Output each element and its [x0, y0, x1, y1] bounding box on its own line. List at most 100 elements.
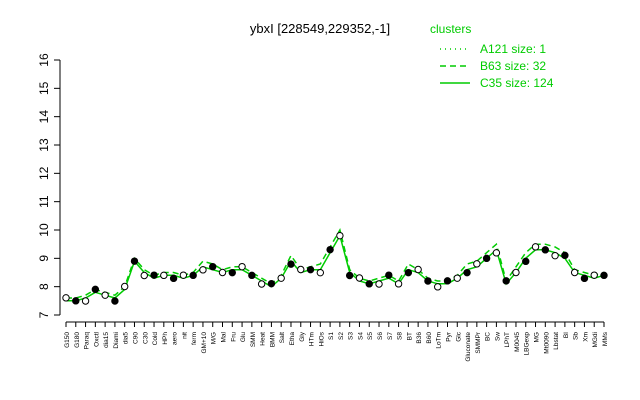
x-tick-label: aero [172, 332, 179, 345]
data-point [238, 262, 246, 271]
x-tick-label: Xm [582, 332, 589, 342]
x-tick-label: BI [563, 332, 570, 338]
x-tick-label: Lbstat [553, 332, 560, 350]
x-tick-label: Oxctl [93, 331, 100, 346]
data-point [130, 257, 139, 265]
x-axis-ticks: G150 G180 Paraq Oxctl dia15 Diami dia5 C90 C30 Co… [64, 321, 609, 362]
data-point [502, 277, 510, 285]
data-point [492, 249, 501, 257]
data-point [512, 268, 520, 277]
x-tick-label: S4 [357, 332, 364, 340]
data-point [62, 294, 70, 302]
y-tick-label: 13 [37, 138, 51, 152]
x-tick-label: BMM [269, 332, 276, 347]
y-tick-label: 16 [37, 53, 51, 67]
data-point [365, 280, 373, 288]
x-tick-label: Etha [289, 332, 296, 346]
x-tick-label: Heat [260, 332, 267, 346]
x-tick-label: M/G [211, 332, 218, 344]
x-tick-label: HTm [309, 332, 316, 346]
data-point [375, 280, 383, 288]
x-tick-label: nit [181, 332, 188, 339]
x-tick-label: dia15 [103, 332, 110, 348]
x-tick-label: Glu [240, 332, 247, 343]
y-axis-ticks: 7 8 9 10 11 12 13 14 15 16 [37, 53, 60, 318]
data-point [150, 271, 158, 279]
x-tick-label: HiOs [318, 331, 325, 346]
data-point [326, 245, 334, 254]
data-point [140, 271, 148, 280]
data-point [297, 265, 305, 274]
data-point [336, 231, 344, 240]
legend-label-c35: C35 size: 124 [480, 76, 554, 90]
x-tick-label: G150 [64, 332, 71, 348]
x-tick-label: Mt0090 [543, 332, 550, 354]
points-layer [62, 231, 608, 305]
x-tick-label: LPhT [504, 332, 511, 348]
x-tick-label: C90 [132, 332, 139, 344]
data-point [81, 297, 90, 305]
data-point [228, 268, 236, 277]
y-tick-label: 11 [37, 195, 51, 208]
series-layer [66, 228, 605, 302]
x-tick-label: SMMPr [475, 331, 482, 354]
data-point [551, 251, 559, 260]
x-tick-label: BC [485, 332, 492, 341]
series-line-c35 [66, 233, 605, 302]
x-tick-label: M0045 [514, 332, 521, 352]
y-tick-label: 15 [37, 81, 51, 95]
x-tick-label: MMs [602, 331, 609, 346]
legend: clusters A121 size: 1 B63 size: 32 C35 s… [430, 22, 554, 90]
data-point [345, 271, 354, 280]
data-point [91, 285, 100, 294]
data-point [189, 271, 197, 280]
data-point [316, 268, 325, 277]
x-tick-label: Cold [152, 332, 159, 346]
data-point [267, 279, 276, 288]
x-tick-label: Gluconate [465, 332, 472, 362]
x-tick-label: dia5 [123, 332, 130, 345]
data-point [522, 257, 530, 266]
y-tick-label: 12 [37, 166, 51, 180]
y-tick-label: 9 [37, 255, 51, 262]
data-point [169, 274, 178, 283]
x-tick-label: MG [534, 332, 541, 342]
x-tick-label: S7 [387, 332, 394, 340]
x-tick-label: GM+10 [201, 332, 208, 354]
data-point [590, 271, 598, 279]
x-tick-label: BT [406, 332, 413, 340]
x-tick-label: SMM [250, 332, 257, 347]
data-point [218, 268, 227, 277]
x-tick-label: C30 [142, 332, 149, 344]
data-point [394, 280, 403, 288]
data-point [248, 271, 256, 280]
data-point [199, 266, 207, 274]
data-point [385, 271, 393, 279]
x-tick-label: MGdi [592, 332, 599, 348]
data-point [600, 271, 608, 280]
x-tick-label: Glc [455, 331, 462, 342]
legend-label-b63: B63 size: 32 [480, 59, 546, 73]
x-tick-label: Fru [230, 332, 237, 342]
x-tick-label: Diami [113, 332, 120, 349]
data-point [424, 277, 432, 285]
data-point [541, 246, 550, 254]
data-point [72, 297, 80, 305]
x-tick-label: S5 [367, 332, 374, 340]
data-point [160, 271, 168, 280]
data-point [443, 277, 452, 285]
x-tick-label: Salt [279, 332, 286, 343]
x-tick-label: Paraq [84, 332, 91, 350]
data-point [101, 291, 109, 299]
x-tick-label: ferm [191, 332, 198, 345]
data-point [111, 297, 119, 305]
legend-title: clusters [430, 22, 471, 36]
x-tick-label: S8 [397, 332, 404, 340]
data-point [277, 274, 285, 282]
x-tick-label: S3 [348, 332, 355, 340]
x-tick-label: B60 [426, 332, 433, 344]
data-point [179, 271, 188, 279]
y-tick-label: 7 [37, 311, 51, 318]
x-tick-label: Gly [299, 331, 306, 342]
data-point [463, 268, 471, 277]
